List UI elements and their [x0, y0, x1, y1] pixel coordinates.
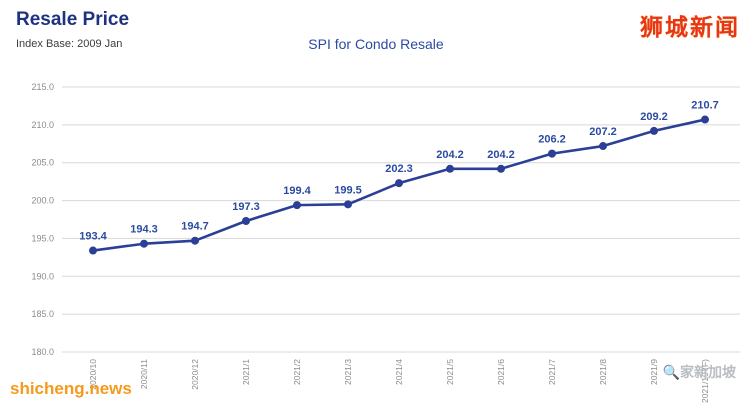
data-label: 209.2: [640, 111, 668, 123]
chart-title: SPI for Condo Resale: [308, 36, 444, 52]
data-point: [650, 126, 658, 135]
y-axis-tick: 210.0: [31, 120, 54, 130]
data-point: [395, 179, 403, 188]
x-axis-tick: 2020/10: [88, 359, 98, 390]
data-point: [446, 164, 454, 173]
data-point: [548, 149, 556, 158]
x-axis-tick: 2021/6: [496, 359, 506, 385]
data-point: [242, 217, 250, 226]
data-label: 204.2: [487, 149, 515, 161]
data-label: 207.2: [589, 126, 617, 138]
data-point: [191, 236, 199, 245]
data-point: [89, 246, 97, 255]
data-label: 194.7: [181, 221, 209, 233]
y-axis-tick: 205.0: [31, 158, 54, 168]
data-label: 194.3: [130, 224, 158, 236]
y-axis-tick: 180.0: [31, 347, 54, 357]
x-axis-tick: 2021/7: [547, 359, 557, 385]
y-axis-tick: 215.0: [31, 82, 54, 92]
watermark-bottom-right: 🔍家新加坡: [662, 364, 736, 380]
data-label: 197.3: [232, 201, 260, 213]
x-axis-tick: 2021/1: [241, 359, 251, 385]
data-point: [497, 164, 505, 173]
data-point: [344, 200, 352, 209]
watermark-bottom-left: shicheng.news: [10, 379, 132, 398]
data-point: [293, 201, 301, 210]
watermark-top-right: 狮城新闻: [640, 14, 740, 40]
y-axis-tick: 185.0: [31, 309, 54, 319]
data-label: 202.3: [385, 163, 413, 175]
x-axis-tick: 2020/11: [139, 359, 149, 389]
data-label: 193.4: [79, 231, 107, 243]
data-label: 210.7: [691, 100, 719, 112]
x-axis-tick: 2021/9: [649, 359, 659, 385]
data-label: 204.2: [436, 149, 464, 161]
x-axis-tick: 2020/12: [190, 359, 200, 390]
x-axis-tick: 2021/2: [292, 359, 302, 385]
x-axis-tick: 2021/5: [445, 359, 455, 385]
index-base-note: Index Base: 2009 Jan: [16, 38, 123, 50]
data-label: 199.5: [334, 184, 362, 196]
x-axis-tick: 2021/4: [394, 359, 404, 385]
data-point: [701, 115, 709, 124]
line-chart: 180.0 185.0 190.0 195.0 200.0 205.0 210.0 215.0…: [31, 82, 740, 403]
data-point: [140, 239, 148, 248]
x-axis-tick: 2021/3: [343, 359, 353, 385]
x-axis-tick: 2021/8: [598, 359, 608, 385]
x-axis-tick: 2021/10 (F): [700, 359, 710, 403]
data-label: 199.4: [283, 185, 311, 197]
y-axis-tick: 200.0: [31, 196, 54, 206]
y-axis-tick: 195.0: [31, 233, 54, 243]
data-label: 206.2: [538, 134, 566, 146]
y-axis-tick: 190.0: [31, 271, 54, 281]
page-title: Resale Price: [16, 9, 130, 30]
data-point: [599, 142, 607, 151]
